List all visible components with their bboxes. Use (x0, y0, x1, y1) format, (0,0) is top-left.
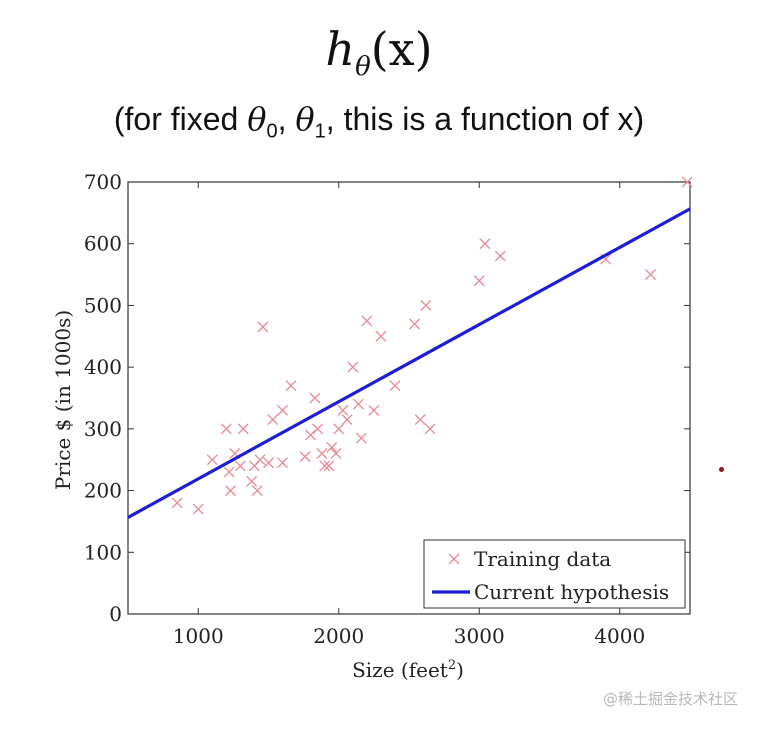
data-point (267, 414, 279, 426)
data-point (192, 503, 204, 515)
data-point (330, 448, 342, 460)
subtitle-comma: , (277, 101, 296, 137)
data-point (251, 485, 263, 497)
theta1-symbol: θ (295, 100, 315, 138)
y-tick-label: 400 (84, 355, 122, 379)
data-point (254, 454, 266, 466)
data-point (299, 451, 311, 463)
data-point (645, 269, 657, 281)
y-tick-label: 100 (84, 540, 122, 564)
y-tick-label: 200 (84, 479, 122, 503)
plot-area-frame (127, 181, 691, 615)
x-tick-label: 3000 (454, 624, 505, 648)
data-point (237, 423, 249, 435)
data-point (424, 423, 436, 435)
x-axis-label-text: Size (feet (352, 658, 448, 682)
hypothesis-formula: hθ(x) (0, 22, 758, 82)
data-point (225, 485, 237, 497)
data-point (420, 299, 432, 311)
data-point (309, 392, 321, 404)
theta0-subscript: 0 (266, 120, 278, 143)
formula-subscript: θ (355, 52, 371, 83)
x-tick-label: 4000 (594, 624, 645, 648)
data-point (681, 176, 693, 188)
y-axis-label: Price $ (in 1000s) (51, 310, 75, 490)
data-point (246, 475, 258, 487)
data-point (352, 398, 364, 410)
data-point (263, 457, 274, 469)
legend-label-training: Training data (474, 547, 611, 571)
data-point (323, 460, 335, 472)
data-point (312, 423, 324, 435)
theta0-symbol: θ (247, 100, 267, 138)
data-point (277, 404, 289, 416)
hypothesis-line (127, 207, 691, 519)
x-axis-label-superscript: 2 (448, 658, 456, 673)
theta1-subscript: 1 (314, 120, 326, 143)
data-point (171, 497, 183, 509)
data-point (479, 238, 491, 250)
data-point (206, 454, 218, 466)
legend-marker-training (448, 553, 460, 565)
stray-dot (719, 467, 724, 472)
data-point (277, 457, 289, 469)
data-point (361, 315, 373, 327)
data-point (389, 380, 401, 392)
data-point (257, 321, 269, 333)
data-point (494, 250, 506, 262)
legend-label-hypothesis: Current hypothesis (474, 580, 669, 604)
data-point (414, 414, 426, 426)
watermark: @稀土掘金技术社区 (602, 690, 738, 708)
data-point (333, 423, 345, 435)
data-point (285, 380, 297, 392)
formula-argument: (x) (370, 22, 433, 76)
x-axis-label: Size (feet2) (352, 658, 464, 682)
data-point (234, 460, 246, 472)
data-point (355, 432, 367, 444)
data-point (337, 404, 349, 416)
data-point (319, 460, 331, 472)
data-point (326, 441, 338, 453)
data-point (368, 404, 380, 416)
formula-function: h (325, 22, 356, 76)
data-point (409, 318, 421, 330)
y-tick-label: 600 (84, 232, 122, 256)
data-point (347, 361, 359, 373)
data-point (341, 414, 353, 426)
x-tick-label: 2000 (313, 624, 364, 648)
legend-box (423, 539, 686, 609)
data-point (375, 330, 387, 342)
subtitle-suffix: , this is a function of x) (325, 101, 645, 137)
y-tick-label: 0 (109, 602, 122, 626)
subtitle-prefix: (for fixed (113, 101, 248, 137)
y-tick-label: 700 (84, 170, 122, 194)
y-tick-label: 300 (84, 417, 122, 441)
y-tick-label: 500 (84, 293, 122, 317)
x-tick-label: 1000 (173, 624, 224, 648)
subtitle: (for fixed θ0, θ1, this is a function of… (0, 100, 758, 143)
data-point (316, 448, 328, 460)
data-point (223, 466, 235, 478)
data-point (473, 275, 485, 287)
data-point (220, 423, 232, 435)
x-axis-label-close: ) (456, 658, 464, 682)
